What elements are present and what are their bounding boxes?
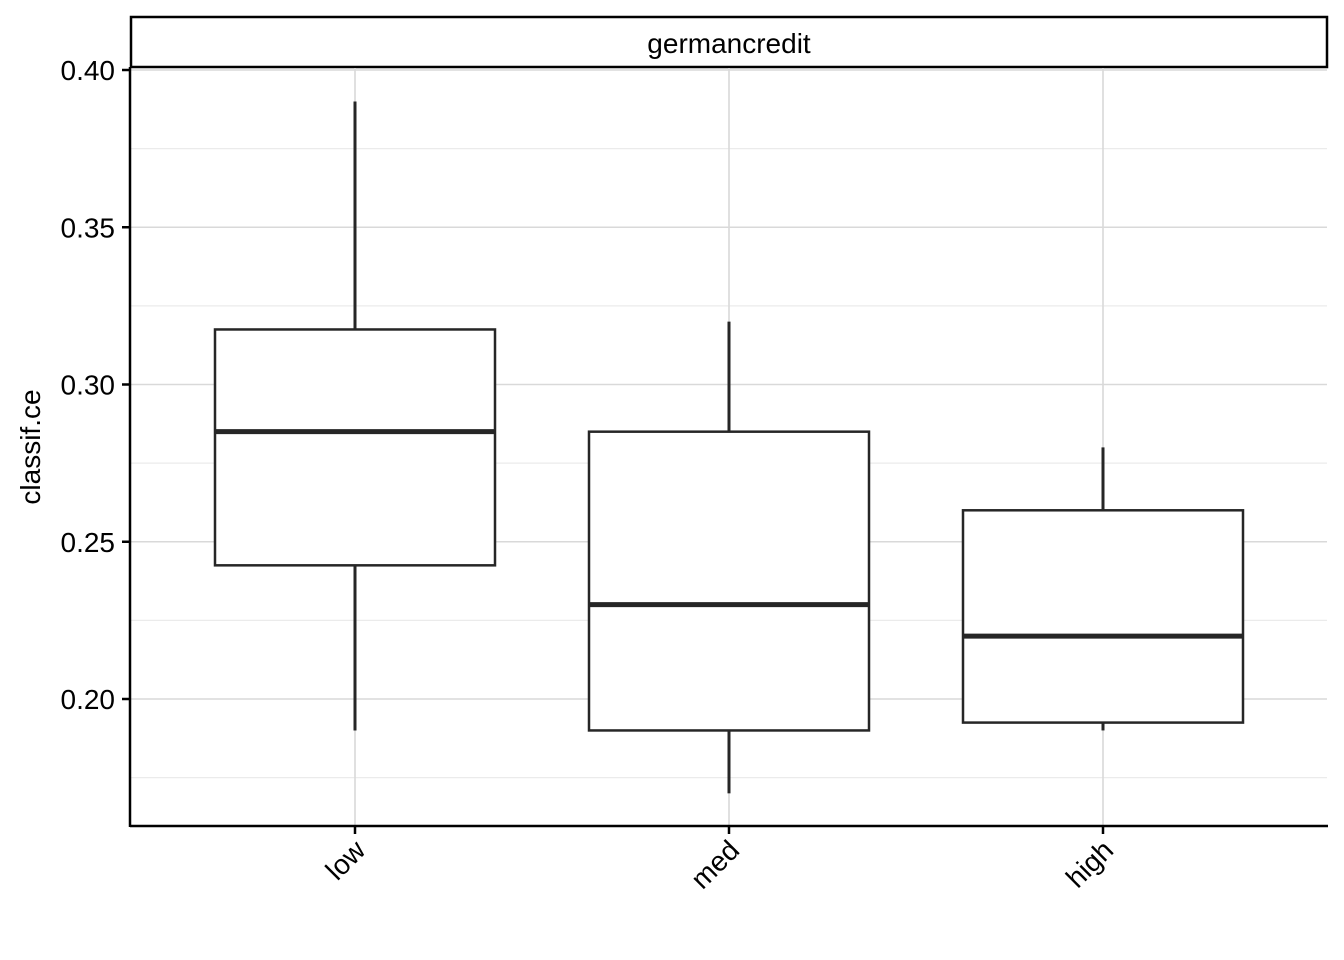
x-tick-label: med <box>685 834 745 894</box>
box-iqr <box>587 430 871 732</box>
box-iqr <box>961 509 1245 724</box>
y-tick-label: 0.20 <box>61 684 116 715</box>
y-tick-label: 0.30 <box>61 370 116 401</box>
y-axis-title: classif.ce <box>15 389 46 504</box>
box-low <box>213 101 497 731</box>
facet-strip <box>129 15 1329 69</box>
facet-label: germancredit <box>647 28 811 59</box>
boxes-layer <box>213 101 1245 794</box>
box-high <box>961 447 1245 731</box>
box-med <box>587 321 871 794</box>
box-iqr <box>213 328 497 567</box>
x-tick-label: high <box>1060 834 1119 893</box>
y-tick-label: 0.40 <box>61 55 116 86</box>
y-tick-label: 0.35 <box>61 212 116 243</box>
x-tick-label: low <box>320 834 372 886</box>
y-ticks: 0.20 0.25 0.30 0.35 0.40 <box>61 55 130 715</box>
y-tick-label: 0.25 <box>61 527 116 558</box>
x-ticks: low med high <box>320 826 1119 895</box>
